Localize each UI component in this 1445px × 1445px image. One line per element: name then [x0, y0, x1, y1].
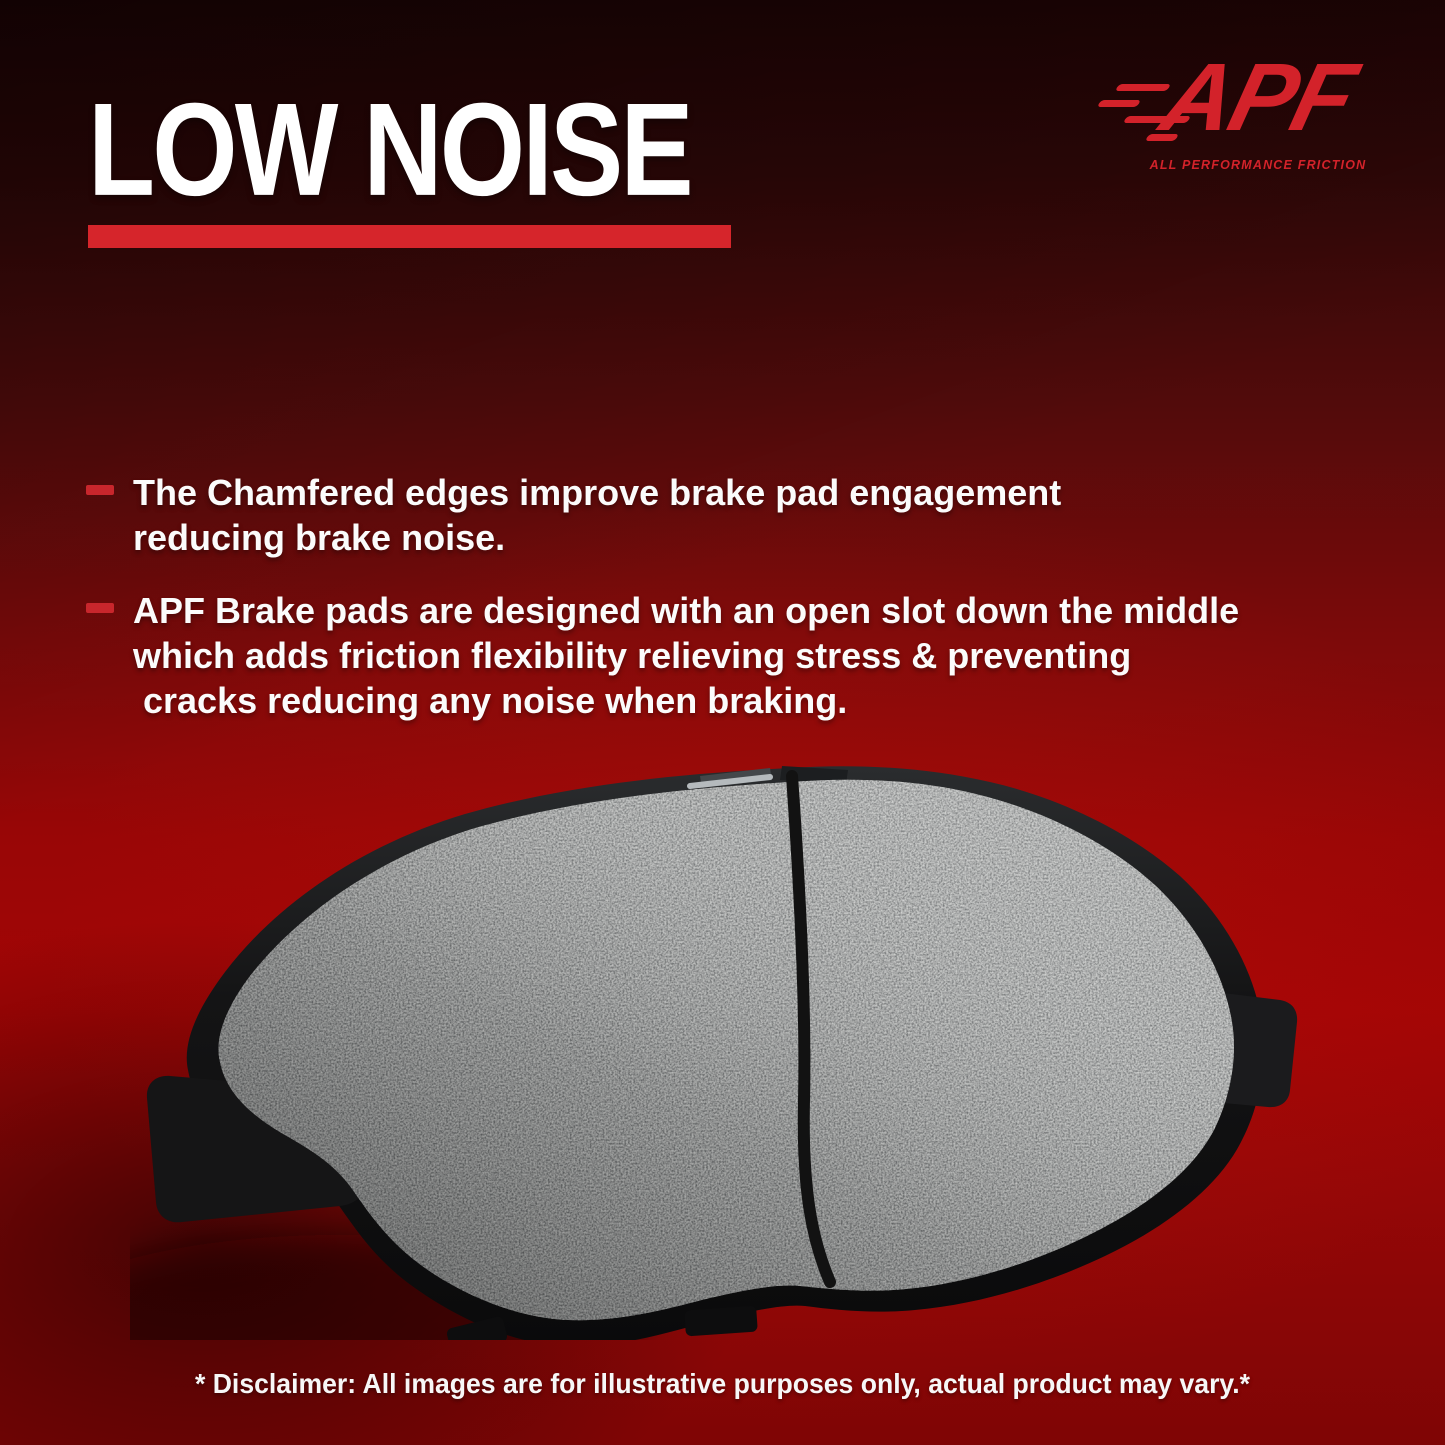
feature-bullets: The Chamfered edges improve brake pad en… — [86, 470, 1376, 751]
backing-bottom-tab — [684, 1305, 758, 1337]
friction-shading — [218, 779, 1234, 1321]
bullet-marker — [86, 485, 114, 495]
disclaimer-text: * Disclaimer: All images are for illustr… — [194, 1368, 1251, 1399]
page-title: LOW NOISE — [88, 76, 694, 224]
brake-pad-photo — [130, 766, 1298, 1340]
shim-glint — [687, 774, 773, 789]
bullet-text: APF Brake pads are designed with an open… — [133, 588, 1239, 723]
backing-right-tab — [1212, 992, 1298, 1108]
bullet-line: which adds friction flexibility relievin… — [133, 635, 1132, 676]
speed-line-icon — [1114, 84, 1172, 91]
bullet-marker — [86, 603, 114, 613]
apf-logo-tagline: ALL PERFORMANCE FRICTION — [1149, 158, 1367, 172]
title-underline — [88, 225, 731, 248]
bullet-line: The Chamfered edges improve brake pad en… — [133, 472, 1062, 513]
bullet-line: APF Brake pads are designed with an open… — [133, 590, 1240, 631]
bullet-line: reducing brake noise. — [133, 517, 506, 558]
backing-bottom-tab — [446, 1316, 508, 1340]
bullet-text: The Chamfered edges improve brake pad en… — [133, 470, 1061, 560]
bullet-item: APF Brake pads are designed with an open… — [86, 588, 1376, 723]
bullet-item: The Chamfered edges improve brake pad en… — [86, 470, 1376, 560]
apf-logo: APF ALL PERFORMANCE FRICTION — [1096, 44, 1398, 172]
apf-logo-mark: APF — [1096, 44, 1364, 151]
speed-line-icon — [1096, 100, 1142, 107]
bullet-line: cracks reducing any noise when braking. — [133, 680, 848, 721]
sound-wave-icon — [76, 288, 1224, 428]
center-slot — [786, 770, 836, 1288]
apf-logo-text: APF — [1151, 44, 1365, 151]
